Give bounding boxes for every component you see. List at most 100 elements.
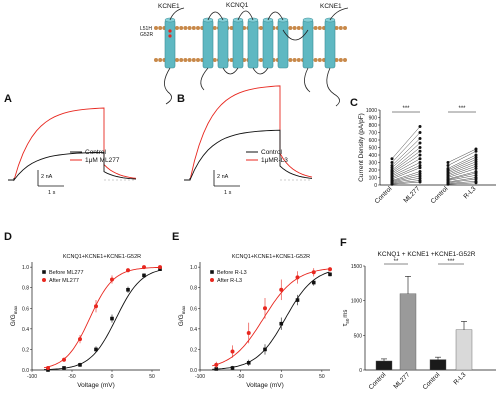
membrane-head xyxy=(196,26,200,30)
current-trace xyxy=(184,85,313,181)
x-tick-label: 0 xyxy=(111,374,114,380)
loop xyxy=(267,11,284,21)
fit-curve xyxy=(212,268,330,367)
membrane-head xyxy=(313,26,318,30)
x-tick-label: Control xyxy=(422,371,442,391)
pair-line xyxy=(391,151,421,172)
membrane-head xyxy=(296,58,301,62)
pair-line xyxy=(447,157,477,171)
pair-line xyxy=(447,175,477,181)
data-point xyxy=(474,155,478,159)
data-point xyxy=(214,367,219,371)
mutation-dot xyxy=(168,34,172,38)
data-point xyxy=(94,347,98,352)
pair-line xyxy=(391,158,421,175)
kcne1-tail xyxy=(326,67,340,107)
x-axis-label: Voltage (mV) xyxy=(246,382,284,389)
data-point xyxy=(62,366,66,370)
legend-label: Before R-L3 xyxy=(217,270,247,276)
y-tick-label: 700 xyxy=(369,131,378,137)
y-tick-label: 1000 xyxy=(351,299,362,305)
data-point xyxy=(418,161,422,164)
y-tick-label: 600 xyxy=(369,138,378,144)
data-point xyxy=(418,166,422,170)
bar xyxy=(429,359,447,371)
x-tick-label: R-L3 xyxy=(452,371,467,386)
data-point xyxy=(390,168,394,172)
legend-label: After R-L3 xyxy=(217,278,242,284)
data-point xyxy=(474,167,478,170)
membrane-head xyxy=(288,58,293,62)
membrane-head xyxy=(183,58,188,62)
membrane-head xyxy=(317,26,322,30)
mutation-dot xyxy=(168,29,172,33)
data-point xyxy=(94,304,98,309)
y-tick-label: 0.4 xyxy=(22,327,29,333)
pair-line xyxy=(391,147,421,171)
pair-line xyxy=(447,154,477,169)
mutation-label: L51H xyxy=(140,26,152,32)
data-point xyxy=(418,137,422,140)
panel-letter: C xyxy=(350,97,358,109)
y-tick-label: 0.6 xyxy=(190,306,197,312)
data-point xyxy=(418,157,422,161)
current-trace xyxy=(8,107,137,181)
pair-line xyxy=(391,173,421,182)
legend-label: 1μMR-L3 xyxy=(261,157,288,164)
data-point xyxy=(279,321,284,326)
legend-label: Control xyxy=(85,149,107,156)
data-point xyxy=(390,164,394,167)
helix xyxy=(277,19,289,69)
data-point xyxy=(446,164,450,167)
data-point xyxy=(418,131,422,134)
data-point xyxy=(474,170,478,173)
membrane-head xyxy=(187,58,192,62)
data-point xyxy=(158,265,162,270)
pair-line xyxy=(391,181,421,185)
y-tick-label: 0.0 xyxy=(190,368,197,374)
fit-curve xyxy=(212,271,330,370)
data-point xyxy=(230,366,235,370)
pair-line xyxy=(391,126,421,159)
y-tick-label: 0.6 xyxy=(22,306,29,312)
membrane-head xyxy=(343,58,347,62)
pair-line xyxy=(391,132,421,163)
pair-line xyxy=(447,148,477,163)
data-point xyxy=(418,149,422,153)
legend-marker xyxy=(42,270,46,274)
pair-line xyxy=(391,162,421,177)
y-tick-label: 0 xyxy=(374,183,377,189)
membrane-head xyxy=(183,26,188,30)
membrane-head xyxy=(187,26,192,30)
helix xyxy=(217,19,229,69)
y-tick-label: 0.8 xyxy=(22,286,29,292)
data-point xyxy=(390,161,394,164)
panel-f: F 0 500 1000 1500 KCNQ1 + KCNE1 +KCNE1-G52R τ5… xyxy=(340,237,496,391)
legend-label: Control xyxy=(261,149,283,156)
data-point xyxy=(78,337,82,342)
membrane-head xyxy=(317,58,322,62)
helix xyxy=(324,19,336,69)
kcnq1-tail xyxy=(304,67,311,93)
y-tick-label: 1.0 xyxy=(22,265,29,271)
current-trace xyxy=(8,151,137,182)
x-tick-label: ML277 xyxy=(392,371,411,390)
data-point xyxy=(418,141,422,145)
x-tick-label: Control xyxy=(368,371,388,391)
legend-marker xyxy=(210,278,214,282)
x-tick-label: Control xyxy=(430,185,450,205)
pair-line xyxy=(391,167,421,180)
membrane-head xyxy=(343,26,347,30)
y-axis-label-unit: ms xyxy=(343,310,349,318)
data-point xyxy=(418,170,422,173)
data-point xyxy=(418,146,422,149)
membrane-head xyxy=(212,26,217,30)
fit-curve xyxy=(44,270,160,371)
helix-top xyxy=(302,17,314,23)
data-point xyxy=(295,275,300,280)
y-tick-label: 0.4 xyxy=(190,327,197,333)
x-axis-label: Voltage (mV) xyxy=(77,382,115,389)
membrane-head xyxy=(259,26,263,30)
